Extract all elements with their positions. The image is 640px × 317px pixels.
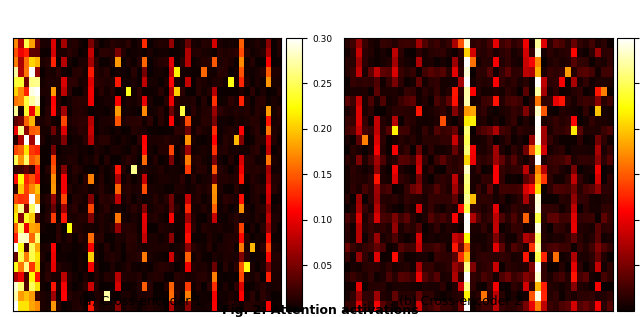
Text: Fig. 2: Attention activations: Fig. 2: Attention activations bbox=[221, 304, 419, 317]
Text: (a) Cross-encoder 1: (a) Cross-encoder 1 bbox=[79, 295, 202, 308]
Text: (b) Cross-encoder 2: (b) Cross-encoder 2 bbox=[399, 295, 522, 308]
